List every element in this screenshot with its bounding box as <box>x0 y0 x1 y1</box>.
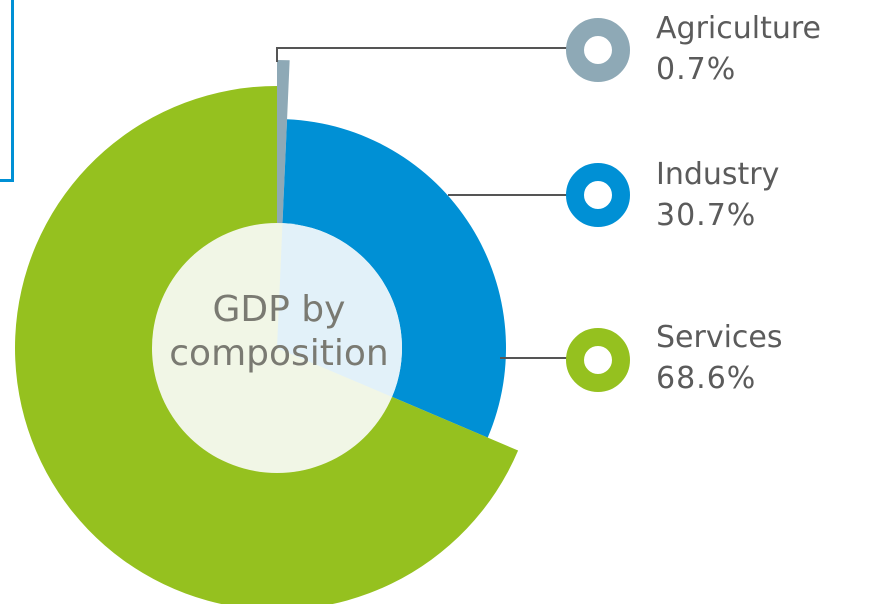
legend-marker-services <box>575 337 621 383</box>
legend-label-services: Services <box>656 317 783 358</box>
legend-marker-industry <box>575 172 621 218</box>
legend-value-industry: 30.7% <box>656 195 779 236</box>
legend-item-agriculture: Agriculture 0.7% <box>656 8 821 90</box>
legend-label-agriculture: Agriculture <box>656 8 821 49</box>
legend-label-industry: Industry <box>656 154 779 195</box>
legend-item-industry: Industry 30.7% <box>656 154 779 236</box>
legend-value-services: 68.6% <box>656 358 783 399</box>
legend-marker-agriculture <box>575 27 621 73</box>
legend-value-agriculture: 0.7% <box>656 49 821 90</box>
legend-item-services: Services 68.6% <box>656 317 783 399</box>
